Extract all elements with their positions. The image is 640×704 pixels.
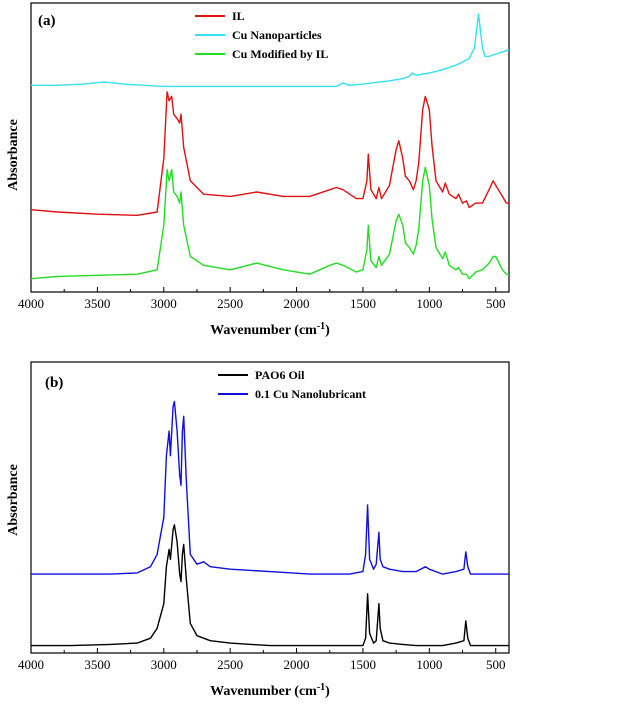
series-line-cu-modified-by-il [30,166,509,280]
x-tick-label: 1500 [350,657,376,672]
x-ticks-a: 4000 3500 3000 2500 2000 1500 1000 500 [18,287,505,311]
panel-label-a: (a) [38,13,56,29]
y-axis-title-b: Absorbance [6,464,21,536]
plot-frame-b [30,361,510,654]
x-axis-title-a: Wavenumber (cm-1) [210,321,330,339]
x-tick-label: 500 [486,657,506,672]
x-tick-label: 2500 [217,296,243,311]
x-tick-label: 2000 [284,296,310,311]
legend-a: IL Cu Nanoparticles Cu Modified by IL [195,9,328,61]
panel-b: 4000 3500 3000 2500 2000 1500 1000 500 (b) Wave… [6,361,510,700]
series-lines-b [31,400,509,647]
x-tick-label: 4000 [18,657,44,672]
series-lines-a [30,13,510,280]
x-tick-label: 3500 [84,657,110,672]
series-line-pao6-oil [31,524,509,647]
legend-label: PAO6 Oil [255,368,305,382]
x-tick-label: 1000 [416,657,442,672]
panel-label-b: (b) [45,375,63,391]
series-line-0-1-cu-nanolubricant [31,400,509,575]
series-line-cu-nanoparticles [31,13,510,88]
x-tick-label: 500 [486,296,506,311]
plot-frame-a [30,2,510,293]
y-axis-title-a: Absorbance [6,119,21,191]
x-axis-title-b: Wavenumber (cm-1) [210,682,330,700]
legend-label: IL [232,9,245,23]
x-tick-label: 2000 [284,657,310,672]
x-tick-label: 1500 [350,296,376,311]
x-tick-label: 1000 [416,296,442,311]
x-tick-label: 3500 [84,296,110,311]
x-tick-label: 3000 [151,296,177,311]
series-line-il [30,91,509,217]
x-tick-label: 2500 [217,657,243,672]
legend-label: Cu Nanoparticles [232,28,322,42]
legend-label: Cu Modified by IL [232,47,328,61]
x-tick-label: 3000 [151,657,177,672]
legend-b: PAO6 Oil 0.1 Cu Nanolubricant [218,368,366,401]
panel-a: 4000 3500 3000 2500 2000 1500 1000 500 (a) Wave… [6,2,510,339]
x-tick-label: 4000 [18,296,44,311]
x-ticks-b: 4000 3500 3000 2500 2000 1500 1000 500 [18,648,505,672]
legend-label: 0.1 Cu Nanolubricant [255,387,366,401]
